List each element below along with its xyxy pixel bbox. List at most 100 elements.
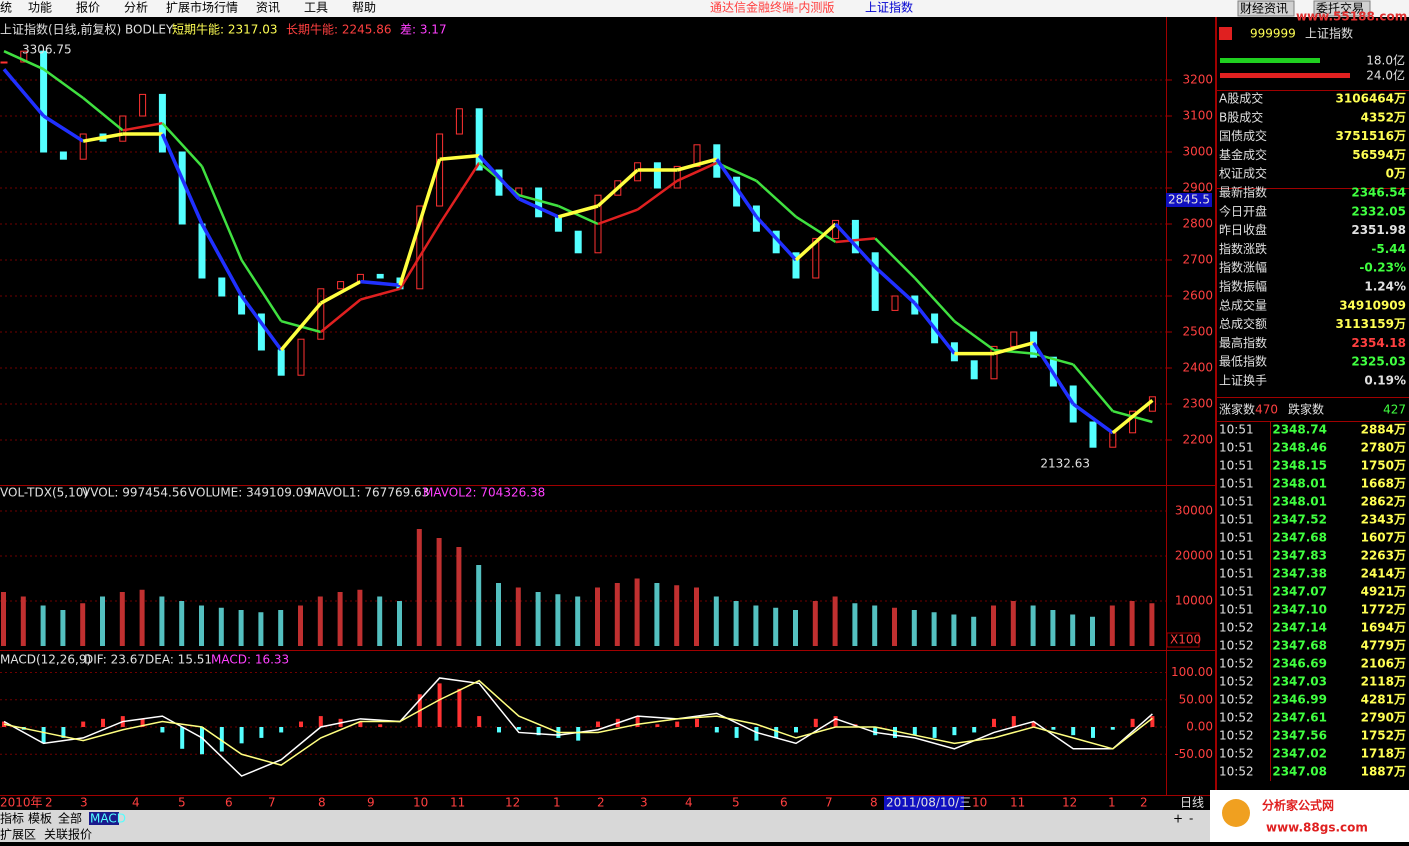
quote-value: 2325.03 [1351,355,1406,369]
menu-item[interactable]: 帮助 [352,1,376,15]
quote-label: 指数振幅 [1219,279,1267,294]
menu-item[interactable]: 资讯 [256,1,280,15]
volume-bar [911,610,917,646]
bar-label: 18.0亿 [1366,53,1405,68]
volume-bar [377,596,383,646]
panel-border [1215,17,1217,842]
chart-header: VVOL: 997454.56 [82,486,187,500]
tick-price: 2348.01 [1272,495,1327,509]
ma-segment [676,161,718,182]
candle [416,205,424,290]
y-tick-label: -50.00 [1174,747,1213,761]
volume-bar [238,610,244,646]
volume-bar [1129,601,1135,646]
menu-item[interactable]: 分析 [124,1,148,15]
volume-bar [971,616,977,646]
volume-bar [278,610,284,646]
candle [970,360,978,380]
menu-bar [0,0,1409,17]
tick-time: 10:51 [1219,585,1254,599]
date-label: 8 [870,796,878,810]
link[interactable]: 扩展区 [0,828,36,842]
tab[interactable]: 模板 [28,812,52,826]
date-label: 3 [640,796,648,810]
quote-label: 权证成交 [1219,166,1267,181]
date-label: 11 [1010,796,1025,810]
title-link[interactable]: 上证指数 [865,0,913,15]
button[interactable] [1313,0,1371,17]
volume-bar [179,601,185,646]
candle [59,151,67,160]
menu-item[interactable]: 工具 [304,1,328,15]
tick-volume: 1718万 [1361,747,1406,761]
volume-bar [100,596,105,646]
cursor-price: 2845.5 [1168,193,1210,207]
button[interactable] [1237,0,1295,17]
volume-bar [1,592,6,646]
volume-bar [951,614,957,646]
button-label[interactable]: 委托交易 [1316,1,1364,16]
y-tick-label: 30000 [1175,504,1213,518]
candle [337,281,345,290]
quote-label: 基金成交 [1219,147,1267,162]
ma-segment [1072,363,1114,413]
ma-segment [240,259,283,322]
quote-label: 总成交额 [1219,316,1267,331]
y-tick-label: 50.00 [1179,692,1213,706]
tick-volume: 2780万 [1361,441,1406,455]
menu-item[interactable]: 报价 [76,0,100,15]
volume-bar [80,603,86,646]
quote-value: 2354.18 [1351,336,1406,350]
chart-header: 差: 3.17 [400,23,447,37]
volume-bar [694,587,699,646]
candle [614,180,622,196]
bar-red [1220,73,1350,78]
quote-label: 最高指数 [1219,335,1267,350]
tick-time: 10:52 [1219,621,1254,635]
stock-code: 999999 [1250,27,1296,41]
y-tick-label: 2600 [1182,289,1213,303]
zoom-button[interactable]: - [1189,812,1193,826]
tab[interactable]: 指标 [0,811,24,826]
ma-segment [755,179,797,218]
chart-header: DEA: 15.51 [145,653,212,667]
tick-price: 2347.02 [1272,747,1327,761]
menu-item[interactable]: 功能 [28,1,52,15]
breadth-label: 跌家数 [1288,402,1324,417]
volume-bar [298,605,303,646]
ma-segment [82,132,124,143]
menu-item[interactable]: 统 [0,1,12,15]
ma-segment [597,208,639,226]
tab[interactable]: 全部 [58,811,82,826]
volume-bar [496,583,501,646]
zoom-button[interactable]: + [1173,812,1183,826]
candle [891,295,899,311]
quote-label: 指数涨幅 [1219,260,1267,275]
tick-volume: 1750万 [1361,459,1406,473]
tick-time: 10:51 [1219,531,1254,545]
volume-bar [218,607,224,646]
button-label[interactable]: 财经资讯 [1240,2,1288,16]
period-label[interactable]: 日线 [1180,796,1204,810]
candle [317,288,325,340]
date-label: 6 [225,796,233,810]
candle [1129,410,1137,434]
volume-bar [634,578,640,646]
ma-segment [715,158,758,218]
tab[interactable]: MACD [90,812,126,826]
y-tick-label: 2700 [1182,253,1213,267]
chart-header: MACD(12,26,9) [0,653,91,667]
candle [40,50,48,153]
volume-bar [60,610,66,646]
volume-bar [595,587,600,646]
menu-item[interactable]: 扩展市场行情 [166,0,238,15]
tick-time: 10:51 [1219,495,1254,509]
quote-value: 0万 [1386,167,1406,181]
volume-bar [159,596,165,646]
link[interactable]: 关联报价 [44,827,92,842]
ma-segment [953,320,995,352]
volume-bar [733,601,739,646]
volume-bar [357,589,363,646]
date-label: 10 [972,796,987,810]
